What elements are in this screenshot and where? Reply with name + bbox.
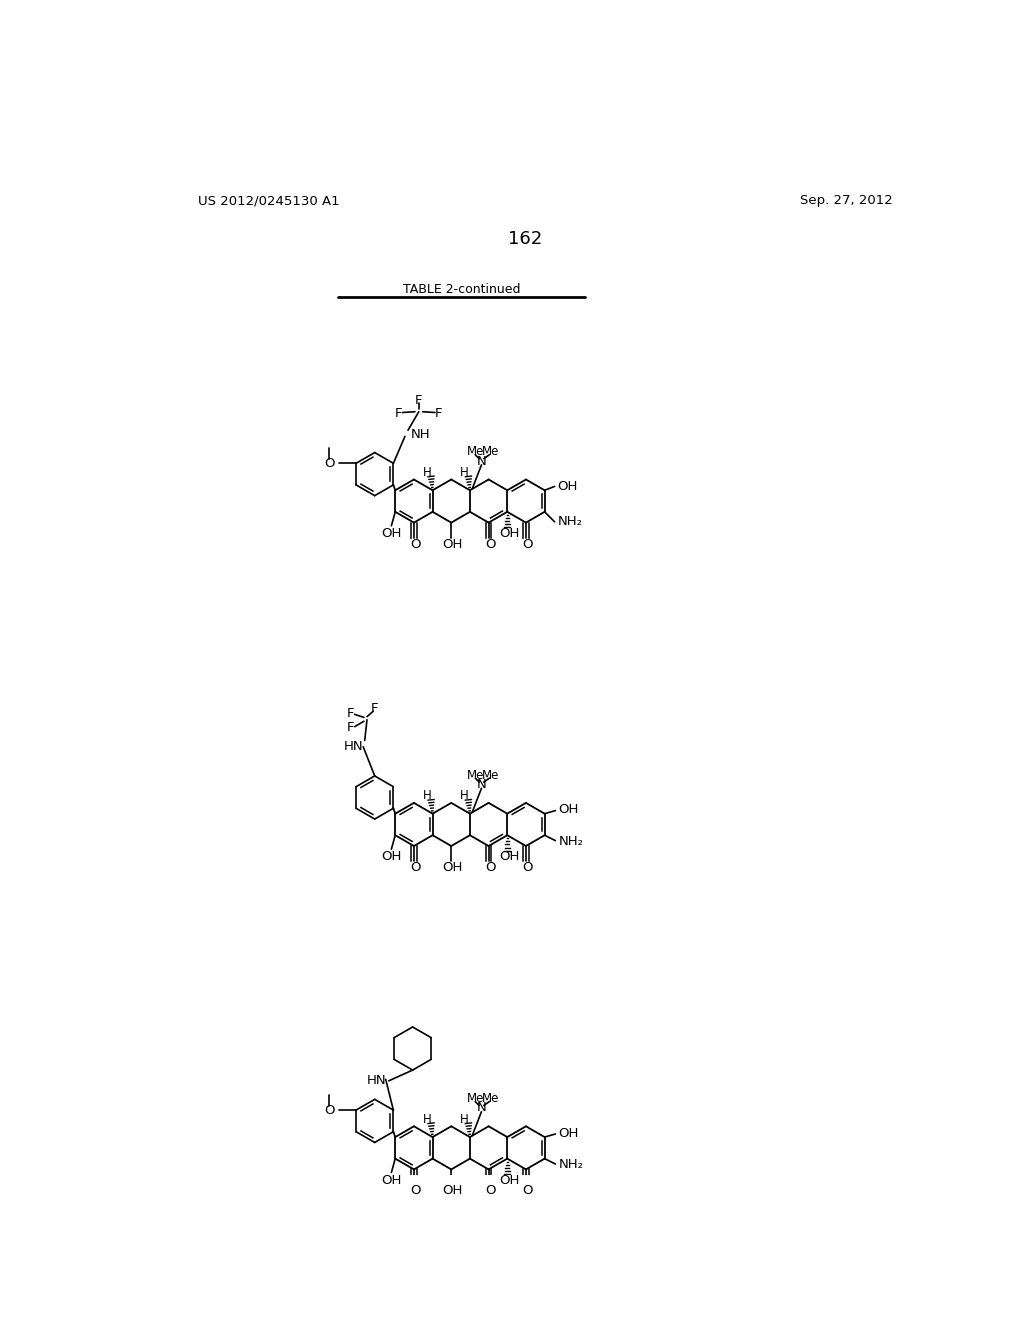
Text: OH: OH [442,537,463,550]
Text: H: H [460,466,469,479]
Text: Me: Me [482,445,500,458]
Text: OH: OH [442,1184,463,1197]
Text: H: H [423,466,431,479]
Text: NH₂: NH₂ [558,515,583,528]
Text: F: F [346,721,354,734]
Text: 162: 162 [508,230,542,248]
Text: OH: OH [558,480,579,492]
Text: F: F [346,708,354,721]
Text: F: F [395,407,402,420]
Text: N: N [476,1101,486,1114]
Text: H: H [423,789,431,803]
Text: F: F [415,395,423,408]
Text: OH: OH [381,850,401,863]
Text: OH: OH [500,527,520,540]
Text: Me: Me [467,768,484,781]
Text: Me: Me [482,1092,500,1105]
Text: NH: NH [411,428,431,441]
Text: OH: OH [442,861,463,874]
Text: OH: OH [558,804,579,816]
Text: OH: OH [381,527,401,540]
Text: O: O [522,537,532,550]
Text: OH: OH [500,1173,520,1187]
Text: O: O [485,1184,496,1197]
Text: OH: OH [558,1127,579,1139]
Text: O: O [522,861,532,874]
Text: OH: OH [381,1173,401,1187]
Text: US 2012/0245130 A1: US 2012/0245130 A1 [199,194,340,207]
Text: O: O [485,861,496,874]
Text: H: H [460,789,469,803]
Text: O: O [485,537,496,550]
Text: O: O [324,1104,335,1117]
Text: O: O [411,537,421,550]
Text: N: N [476,454,486,467]
Text: Me: Me [467,445,484,458]
Text: F: F [371,702,379,715]
Text: N: N [476,777,486,791]
Text: O: O [522,1184,532,1197]
Text: O: O [324,457,335,470]
Text: Me: Me [467,1092,484,1105]
Text: OH: OH [500,850,520,863]
Text: NH₂: NH₂ [558,834,584,847]
Text: Sep. 27, 2012: Sep. 27, 2012 [801,194,893,207]
Text: NH₂: NH₂ [558,1158,584,1171]
Text: F: F [435,407,442,420]
Text: Me: Me [482,768,500,781]
Text: H: H [423,1113,431,1126]
Text: HN: HN [367,1074,386,1088]
Text: H: H [460,1113,469,1126]
Text: HN: HN [344,741,364,754]
Text: TABLE 2-continued: TABLE 2-continued [402,282,520,296]
Text: O: O [411,1184,421,1197]
Text: O: O [411,861,421,874]
